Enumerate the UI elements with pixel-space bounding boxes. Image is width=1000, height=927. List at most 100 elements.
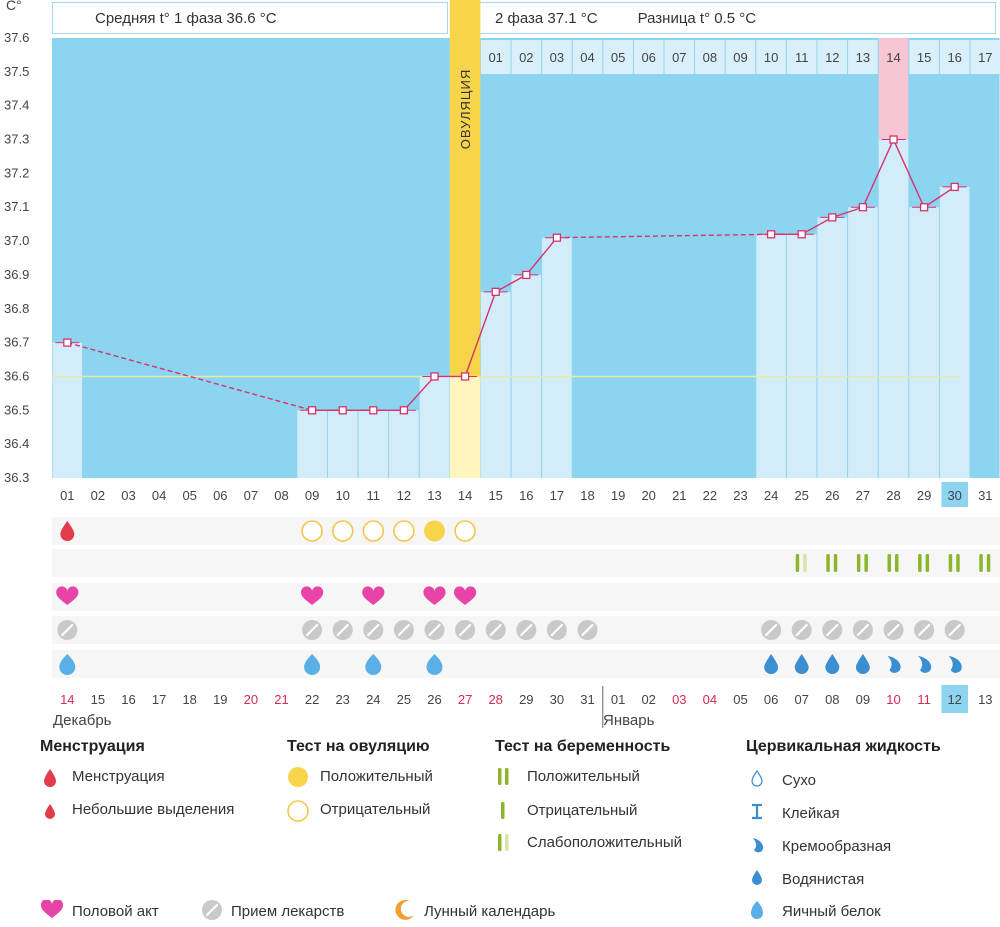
temperature-bar <box>389 410 419 478</box>
temperature-point <box>797 230 806 239</box>
y-tick-label: 36.4 <box>4 436 29 451</box>
post-ovulation-day-label: 12 <box>825 50 839 65</box>
cycle-day-label: 27 <box>856 488 870 503</box>
temperature-point <box>766 230 776 239</box>
marks-row-bg <box>52 517 1000 545</box>
medication-mark-stroke <box>917 623 931 637</box>
pregnancy-test-mark <box>925 554 930 572</box>
cycle-day-label: 13 <box>427 488 441 503</box>
chart-header: Средняя t° 1 фаза 36.6 °С 2 фаза 37.1 °С… <box>52 0 996 36</box>
menstruation-drop-icon <box>44 769 56 787</box>
calendar-date-label: 31 <box>580 692 594 707</box>
post-ovulation-day-label: 04 <box>580 50 594 65</box>
cycle-day-label: 16 <box>519 488 533 503</box>
pregnancy-test-mark <box>803 554 807 572</box>
calendar-date-label: 25 <box>397 692 411 707</box>
fluid-sticky-icon <box>752 803 762 820</box>
medication-mark-stroke <box>764 623 778 637</box>
post-ovulation-cell <box>817 40 848 74</box>
legend-title-ovulation-test: Тест на овуляцию <box>287 738 430 755</box>
temperature-line-segment <box>464 291 497 377</box>
post-ovulation-day-label: 07 <box>672 50 686 65</box>
post-ovulation-cell <box>756 40 786 74</box>
medication-mark-stroke <box>61 623 74 637</box>
calendar-date-label: 01 <box>611 692 625 707</box>
temperature-line-segment <box>923 186 956 208</box>
temperature-bar <box>756 234 786 478</box>
temperature-bar <box>327 410 358 478</box>
calendar-date-label: 23 <box>335 692 349 707</box>
calendar-date-label: 09 <box>856 692 870 707</box>
fluid-watery-mark <box>764 654 779 675</box>
fluid-eggwhite-mark <box>304 654 321 675</box>
fluid-creamy-mark <box>948 656 962 673</box>
calendar-date-label: 06 <box>764 692 778 707</box>
medication-mark-stroke <box>459 623 472 637</box>
ovulation-test-negative-mark <box>393 520 415 542</box>
y-tick-label: 37.6 <box>4 30 29 45</box>
temperature-bar <box>939 186 970 478</box>
cycle-day-label: 26 <box>825 488 839 503</box>
cycle-day-label: 15 <box>488 488 502 503</box>
calendar-date-label: 24 <box>366 692 380 707</box>
post-ovulation-cell <box>909 40 939 74</box>
cycle-day-label: 11 <box>367 488 381 503</box>
fluid-eggwhite-icon <box>751 901 763 919</box>
cycle-day-label: 03 <box>121 488 135 503</box>
temperature-bar <box>909 207 939 478</box>
current-day-highlight <box>941 482 968 507</box>
phase2-box: 2 фаза 37.1 °С Разница t° 0.5 °С <box>478 2 996 34</box>
post-ovulation-cell <box>970 40 1000 74</box>
legend-ovulation-negative: Отрицательный <box>320 801 431 818</box>
calendar-date-label: 21 <box>274 692 288 707</box>
legend-title-menstruation: Менструация <box>40 738 145 755</box>
cycle-day-label: 04 <box>152 488 166 503</box>
cycle-day-label: 24 <box>764 488 778 503</box>
temperature-point <box>460 372 470 381</box>
medication-mark-stroke <box>306 623 319 637</box>
pregnancy-test-mark <box>979 554 983 572</box>
temperature-point <box>828 213 837 222</box>
legend-medication: Прием лекарств <box>231 903 345 920</box>
fluid-watery-mark <box>794 654 809 675</box>
post-ovulation-cell <box>633 40 664 74</box>
month-label-january: Январь <box>603 712 655 729</box>
calendar-date-label: 17 <box>152 692 166 707</box>
menstruation-mark <box>60 521 75 541</box>
bbt-chart: С° ОВУЛЯЦИЯ 01 02 03 04 05 06 07 08 09 10 11 12 13 14 15… <box>4 0 1000 728</box>
cycle-day-label: 28 <box>886 488 900 503</box>
temperature-difference: Разница t° 0.5 °С <box>637 10 757 27</box>
medication-mark-stroke <box>428 623 441 637</box>
calendar-date-label: 10 <box>886 692 900 707</box>
temperature-line-segment <box>862 139 895 208</box>
pregnancy-test-mark <box>956 554 960 572</box>
legend-title-cervical-fluid: Цервикальная жидкость <box>746 738 941 755</box>
intercourse-mark <box>301 586 324 605</box>
y-tick-label: 37.1 <box>4 199 29 214</box>
y-tick-label: 37.5 <box>4 64 29 79</box>
temperature-bar <box>878 139 909 479</box>
post-ovulation-day-label: 05 <box>611 50 625 65</box>
legend-fluid-sticky: Клейкая <box>782 805 840 822</box>
current-date-highlight <box>941 685 968 713</box>
post-ovulation-cell <box>511 40 542 74</box>
temperature-point <box>399 406 409 415</box>
pregnancy-test-mark <box>887 554 891 572</box>
temperature-bar <box>848 207 878 478</box>
pregnancy-test-mark <box>864 554 868 572</box>
medication-mark-stroke <box>489 623 502 637</box>
intercourse-mark <box>454 586 477 605</box>
medication-mark-stroke <box>397 623 410 637</box>
spotting-drop-icon <box>45 804 55 819</box>
pregnancy-negative-icon <box>501 802 505 819</box>
y-tick-label: 36.5 <box>4 402 29 417</box>
phase1-average: Средняя t° 1 фаза 36.6 °С <box>95 10 277 27</box>
calendar-date-label: 28 <box>488 692 502 707</box>
cycle-day-label: 07 <box>244 488 258 503</box>
post-ovulation-day-label: 06 <box>641 50 655 65</box>
post-ovulation-day-label: 11 <box>795 50 809 65</box>
cycle-day-label: 12 <box>397 488 411 503</box>
month-label-december: Декабрь <box>53 712 112 729</box>
fluid-watery-icon <box>752 870 762 885</box>
temperature-point <box>369 406 378 415</box>
